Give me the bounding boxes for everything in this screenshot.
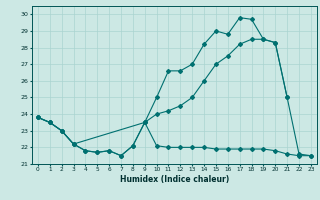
X-axis label: Humidex (Indice chaleur): Humidex (Indice chaleur) xyxy=(120,175,229,184)
